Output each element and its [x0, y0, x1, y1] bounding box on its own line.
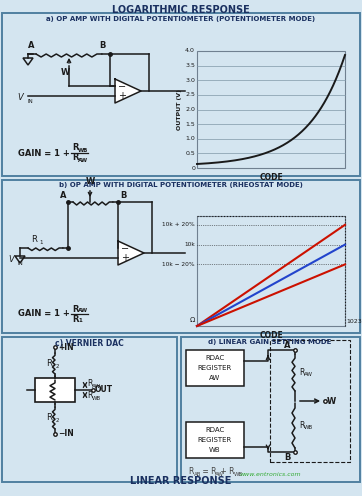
Text: OUTPUT (V): OUTPUT (V): [177, 89, 181, 130]
Text: 10k + 20%: 10k + 20%: [162, 222, 195, 227]
Polygon shape: [115, 79, 141, 103]
Text: 3.5: 3.5: [185, 63, 195, 68]
Text: W: W: [85, 177, 94, 186]
Bar: [197, 216, 345, 326]
Bar: [186, 422, 244, 458]
Text: AW: AW: [78, 158, 88, 163]
Text: B: B: [284, 452, 290, 461]
Text: $V$: $V$: [8, 252, 16, 263]
Text: CODE: CODE: [259, 330, 283, 339]
Bar: [270, 340, 350, 462]
Text: WB: WB: [234, 472, 243, 477]
Text: d) LINEAR GAIN SETTING MODE: d) LINEAR GAIN SETTING MODE: [208, 339, 332, 345]
Bar: [2, 180, 360, 333]
Bar: [2, 13, 360, 176]
Text: AW: AW: [92, 383, 101, 388]
Text: W: W: [61, 68, 70, 77]
Text: R: R: [46, 414, 52, 423]
Text: RDAC: RDAC: [205, 427, 225, 433]
Text: 2.0: 2.0: [185, 107, 195, 112]
Text: WB: WB: [78, 147, 88, 152]
Text: 1: 1: [39, 241, 42, 246]
Polygon shape: [15, 256, 25, 263]
Bar: [181, 337, 360, 482]
Text: 2: 2: [56, 419, 59, 424]
Text: R: R: [72, 314, 79, 323]
Text: R: R: [72, 305, 79, 313]
Text: A: A: [59, 190, 66, 199]
Text: GAIN = 1 +: GAIN = 1 +: [18, 148, 73, 158]
Text: RDAC: RDAC: [205, 355, 225, 361]
Text: R: R: [72, 153, 79, 163]
Text: +: +: [121, 253, 129, 263]
Text: LOGARITHMIC RESPONSE: LOGARITHMIC RESPONSE: [112, 5, 250, 15]
Text: 1: 1: [78, 318, 82, 323]
Text: 10k − 20%: 10k − 20%: [163, 262, 195, 267]
Text: WB: WB: [304, 425, 313, 430]
Text: A: A: [284, 340, 290, 350]
Text: R: R: [46, 359, 52, 368]
Text: A: A: [28, 42, 34, 51]
Text: GAIN = 1 +: GAIN = 1 +: [18, 310, 73, 318]
Text: WB: WB: [209, 447, 221, 453]
Text: R: R: [87, 391, 92, 400]
Text: b) OP AMP WITH DIGITAL POTENTIOMETER (RHEOSTAT MODE): b) OP AMP WITH DIGITAL POTENTIOMETER (RH…: [59, 182, 303, 188]
Text: www.entronics.com: www.entronics.com: [239, 472, 301, 477]
Polygon shape: [118, 241, 144, 265]
Text: WB: WB: [92, 395, 101, 400]
Polygon shape: [23, 58, 33, 65]
Text: CODE: CODE: [259, 173, 283, 182]
Text: 10k: 10k: [184, 242, 195, 247]
Text: R: R: [188, 468, 193, 477]
Text: AW: AW: [215, 472, 224, 477]
Text: R: R: [299, 368, 304, 377]
Bar: [35, 378, 75, 402]
Text: = R: = R: [200, 468, 216, 477]
Text: LINEAR RESPONSE: LINEAR RESPONSE: [130, 476, 232, 486]
Text: 3.0: 3.0: [185, 78, 195, 83]
Text: −: −: [118, 82, 126, 92]
Text: REGISTER: REGISTER: [198, 365, 232, 371]
Text: R: R: [72, 143, 79, 152]
Text: R: R: [87, 379, 92, 388]
Text: −IN: −IN: [58, 430, 74, 438]
Text: 4.0: 4.0: [185, 49, 195, 54]
Text: 2: 2: [56, 364, 59, 369]
Text: + R: + R: [218, 468, 235, 477]
Text: +: +: [118, 91, 126, 101]
Text: R: R: [31, 236, 37, 245]
Text: OUT: OUT: [95, 385, 113, 394]
Bar: [186, 350, 244, 386]
Text: B: B: [99, 42, 105, 51]
Text: 1.5: 1.5: [185, 122, 195, 126]
Text: +IN: +IN: [58, 343, 73, 352]
Text: 0.5: 0.5: [185, 151, 195, 156]
Text: B: B: [120, 190, 126, 199]
Bar: [2, 337, 177, 482]
Text: a) OP AMP WITH DIGITAL POTENTIOMETER (POTENTIOMETER MODE): a) OP AMP WITH DIGITAL POTENTIOMETER (PO…: [46, 16, 316, 22]
Text: Ω: Ω: [190, 317, 195, 323]
Text: AW: AW: [209, 375, 220, 381]
Text: W: W: [327, 396, 336, 406]
Text: REGISTER: REGISTER: [198, 437, 232, 443]
Text: AB: AB: [194, 472, 201, 477]
Text: IN: IN: [17, 261, 23, 266]
Text: 1023: 1023: [346, 319, 362, 324]
Text: 2.5: 2.5: [185, 92, 195, 97]
Bar: [197, 51, 345, 168]
Text: AW: AW: [78, 309, 88, 313]
Text: IN: IN: [27, 99, 33, 104]
Text: 1.0: 1.0: [185, 136, 195, 141]
Text: −: −: [121, 244, 129, 254]
Text: $V$: $V$: [17, 90, 25, 102]
Text: AW: AW: [304, 372, 313, 377]
Text: c) VERNIER DAC: c) VERNIER DAC: [55, 339, 123, 348]
Text: 0: 0: [191, 166, 195, 171]
Text: R: R: [299, 421, 304, 430]
